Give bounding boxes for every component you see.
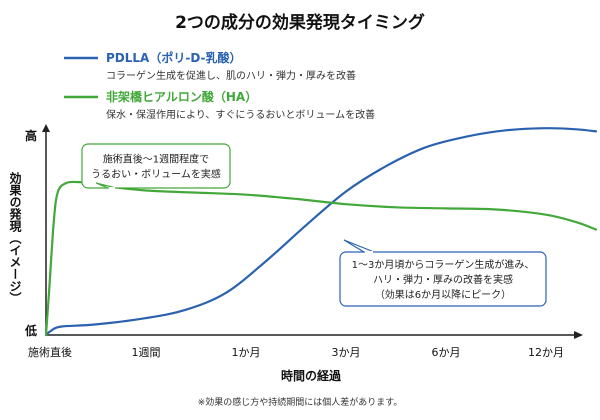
x-axis-label: 時間の経過 <box>281 368 342 383</box>
x-tick-label: 3か月 <box>332 346 361 359</box>
chart-title: 2つの成分の効果発現タイミング <box>175 12 425 33</box>
annotation-text: 1〜3か月頃からコラーゲン生成が進み、 <box>352 258 535 271</box>
x-tick-label: 1週間 <box>132 346 161 359</box>
x-tick-label: 12か月 <box>528 346 564 359</box>
legend-item-ha: 非架橋ヒアルロン酸（HA） 保水・保湿作用により、すぐにうるおいとボリュームを改… <box>64 89 375 121</box>
series-layer <box>44 127 598 337</box>
annotation-text: うるおい・ボリュームを実感 <box>91 168 221 181</box>
y-high-label: 高 <box>25 128 37 143</box>
legend-label-pdlla: PDLLA（ポリ-D-乳酸） <box>106 50 241 65</box>
x-axis-arrowhead <box>574 331 583 339</box>
legend-label-ha: 非架橋ヒアルロン酸（HA） <box>106 89 257 104</box>
footnote: ※効果の感じ方や持続期間には個人差があります。 <box>198 396 403 408</box>
annotation-box <box>339 251 547 307</box>
annotation-text: （効果は6か月以降にピーク） <box>375 288 511 301</box>
x-axis-ticks: 施術直後 1週間 1か月 3か月 6か月 12か月 <box>28 345 564 359</box>
legend: PDLLA（ポリ-D-乳酸） コラーゲン生成を促進し、肌のハリ・弾力・厚みを改善… <box>64 50 375 121</box>
y-low-label: 低 <box>24 323 37 338</box>
legend-desc-pdlla: コラーゲン生成を促進し、肌のハリ・弾力・厚みを改善 <box>106 69 356 82</box>
annotation-text: ハリ・弾力・厚みの改善を実感 <box>373 273 513 286</box>
axes <box>42 124 583 339</box>
x-tick-label: 1か月 <box>232 346 261 359</box>
legend-desc-ha: 保水・保湿作用により、すぐにうるおいとボリュームを改善 <box>106 108 375 121</box>
annotation-callout: 1〜3か月頃からコラーゲン生成が進み、ハリ・弾力・厚みの改善を実感 （効果は6か月… <box>339 239 547 307</box>
annotation-pointer <box>343 239 375 253</box>
x-tick-label: 6か月 <box>432 346 461 359</box>
y-axis-arrowhead <box>42 124 50 132</box>
y-axis-label: 効果の発現（イメージ） <box>8 171 22 304</box>
series-line-pdlla <box>44 127 598 337</box>
annotation-text: 施術直後〜1週間程度で <box>103 153 209 166</box>
annotation-box <box>81 143 231 189</box>
x-tick-label: 施術直後 <box>28 345 72 359</box>
legend-item-pdlla: PDLLA（ポリ-D-乳酸） コラーゲン生成を促進し、肌のハリ・弾力・厚みを改善 <box>64 50 356 82</box>
series-line-ha <box>44 180 598 337</box>
